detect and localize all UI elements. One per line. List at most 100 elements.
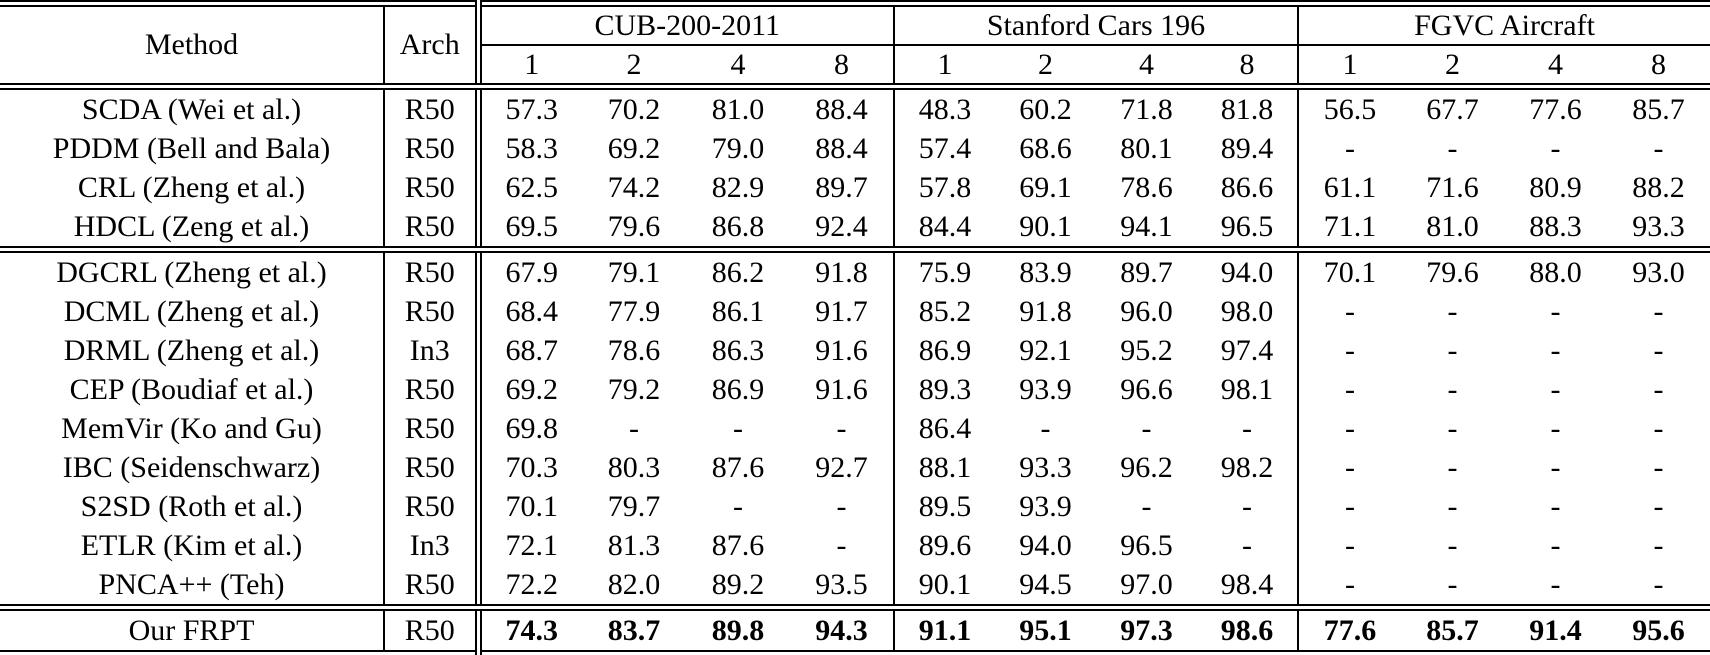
table-row: S2SD (Roth et al.) R50 70.1 79.7 - - 89.5 93.9 -… (0, 487, 1710, 526)
k-header: 8 (790, 45, 894, 90)
arch-cell: R50 (383, 607, 478, 654)
arch-cell: R50 (383, 249, 478, 292)
recall-value-cell: 89.7 (815, 170, 868, 204)
group-header-cub: CUB-200-2011 (474, 3, 894, 46)
recall-value-cell: - (1550, 489, 1561, 523)
recall-value-cell: - (1297, 370, 1401, 409)
recall-value-cell: 71.6 (1426, 170, 1479, 204)
recall-value-cell: 88.3 (1504, 207, 1607, 253)
recall-value-cell: - (1297, 292, 1401, 331)
recall-value-cell: 98.4 (1197, 565, 1298, 611)
recall-value-cell: 94.3 (815, 613, 868, 647)
recall-value-cell: - (1242, 528, 1252, 562)
table-row: CRL (Zheng et al.) R50 62.5 74.2 82.9 89.7 57.… (0, 168, 1710, 207)
method-cell: DGCRL (Zheng et al.) (56, 255, 327, 289)
recall-value-cell: 69.1 (1019, 170, 1072, 204)
recall-value-cell: 67.9 (474, 249, 582, 292)
k-header: 8 (1197, 45, 1298, 90)
recall-value-cell: 82.0 (582, 565, 686, 611)
recall-value-cell: 86.8 (686, 207, 790, 253)
recall-value-cell: 85.7 (1632, 92, 1685, 126)
table-row: PNCA++ (Teh) R50 72.2 82.0 89.2 93.5 90.1 94.5 9… (0, 565, 1710, 611)
method-cell: CRL (Zheng et al.) (77, 170, 306, 204)
method-cell: IBC (Seidenschwarz) (62, 450, 321, 484)
recall-value-cell: - (1653, 372, 1664, 406)
recall-value-cell: 89.4 (1220, 131, 1274, 165)
recall-value-cell: 81.0 (1401, 207, 1504, 253)
recall-value-cell: 93.9 (1019, 489, 1072, 523)
recall-value-cell: 77.9 (607, 294, 661, 328)
recall-value-cell: 89.5 (893, 487, 995, 526)
recall-value-cell: - (1550, 333, 1561, 367)
recall-value-cell: 77.6 (1297, 607, 1401, 654)
recall-value-cell: 71.1 (1297, 207, 1401, 253)
recall-value-cell: 70.1 (1297, 249, 1401, 292)
recall-value-cell: - (1653, 131, 1664, 165)
arch-cell: R50 (383, 565, 478, 611)
recall-value-cell: - (836, 528, 847, 562)
method-cell: SCDA (Wei et al.) (81, 92, 302, 126)
recall-value-cell: - (1141, 411, 1152, 445)
k-header: 4 (686, 45, 790, 90)
recall-value-cell: - (1550, 294, 1561, 328)
group-header-row: Method Arch CUB-200-2011 Stanford Cars 1… (0, 3, 1710, 90)
recall-value-cell: 74.2 (607, 170, 661, 204)
k-header: 1 (1297, 45, 1401, 90)
recall-value-cell: 86.2 (711, 255, 765, 289)
recall-value-cell: - (1653, 333, 1664, 367)
arch-cell: In3 (383, 331, 478, 370)
recall-value-cell: 79.7 (607, 489, 661, 523)
recall-value-cell: - (836, 411, 847, 445)
recall-value-cell: 93.9 (1019, 372, 1072, 406)
recall-value-cell: 57.3 (474, 86, 582, 129)
recall-value-cell: 74.3 (474, 607, 582, 654)
recall-value-cell: 91.7 (815, 294, 868, 328)
recall-value-cell: - (1040, 411, 1051, 445)
method-cell: HDCL (Zeng et al.) (0, 207, 384, 253)
recall-value-cell: 80.9 (1529, 170, 1582, 204)
method-cell: PDDM (Bell and Bala) (52, 131, 331, 165)
recall-value-cell: - (1653, 294, 1664, 328)
recall-value-cell: 60.2 (1019, 92, 1072, 126)
recall-value-cell: 81.0 (711, 92, 765, 126)
recall-value-cell: 79.2 (607, 372, 661, 406)
recall-value-cell: 88.4 (815, 92, 868, 126)
method-cell: DRML (Zheng et al.) (63, 333, 320, 367)
recall-value-cell: 90.1 (893, 565, 995, 611)
recall-value-cell: 85.2 (893, 292, 995, 331)
method-cell: DCML (Zheng et al.) (63, 294, 320, 328)
recall-value-cell: 71.8 (1120, 92, 1173, 126)
recall-value-cell: 57.8 (893, 168, 995, 207)
recall-value-cell: 57.4 (893, 129, 995, 168)
group-header-fgvc: FGVC Aircraft (1297, 3, 1710, 46)
arch-cell: R50 (383, 292, 478, 331)
recall-value-cell: - (1550, 411, 1561, 445)
recall-value-cell: 91.4 (1529, 613, 1582, 647)
table-row: DRML (Zheng et al.) In3 68.7 78.6 86.3 91.6 86… (0, 331, 1710, 370)
recall-value-cell: 96.6 (1120, 372, 1173, 406)
k-header: 2 (1401, 45, 1504, 90)
recall-value-cell: 96.5 (1120, 528, 1173, 562)
recall-value-cell: 67.7 (1426, 92, 1479, 126)
recall-value-cell: 83.7 (607, 613, 661, 647)
recall-value-cell: 72.2 (474, 565, 582, 611)
recall-value-cell: - (1297, 487, 1401, 526)
recall-value-cell: 79.6 (582, 207, 686, 253)
recall-value-cell: - (1653, 528, 1664, 562)
recall-value-cell: 97.0 (1096, 565, 1197, 611)
recall-value-cell: - (1550, 528, 1561, 562)
recall-value-cell: 94.0 (1019, 528, 1072, 562)
recall-value-cell: 89.8 (711, 613, 765, 647)
recall-value-cell: 72.1 (474, 526, 582, 565)
recall-value-cell: - (1242, 411, 1252, 445)
recall-value-cell: - (1550, 131, 1561, 165)
recall-value-cell: - (1447, 411, 1458, 445)
col-header-method: Method (0, 3, 384, 90)
method-cell: MemVir (Ko and Gu) (61, 411, 322, 445)
recall-value-cell: 90.1 (995, 207, 1096, 253)
table-row: DCML (Zheng et al.) R50 68.4 77.9 86.1 91.7 85… (0, 292, 1710, 331)
arch-cell: R50 (383, 448, 478, 487)
recall-value-cell: 61.1 (1297, 168, 1401, 207)
recall-value-cell: 89.3 (893, 370, 995, 409)
